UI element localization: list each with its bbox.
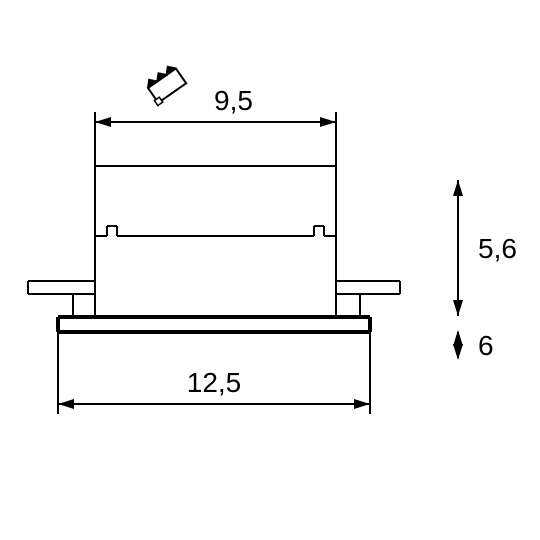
ruler-icon <box>143 64 187 106</box>
dim-right-small: 6 <box>478 330 494 361</box>
dim-bottom-width: 12,5 <box>187 367 242 398</box>
dim-top-width: 9,5 <box>214 85 253 116</box>
dim-right-height: 5,6 <box>478 233 517 264</box>
dimension-diagram: 9,5 12,5 5,6 6 <box>0 0 540 540</box>
